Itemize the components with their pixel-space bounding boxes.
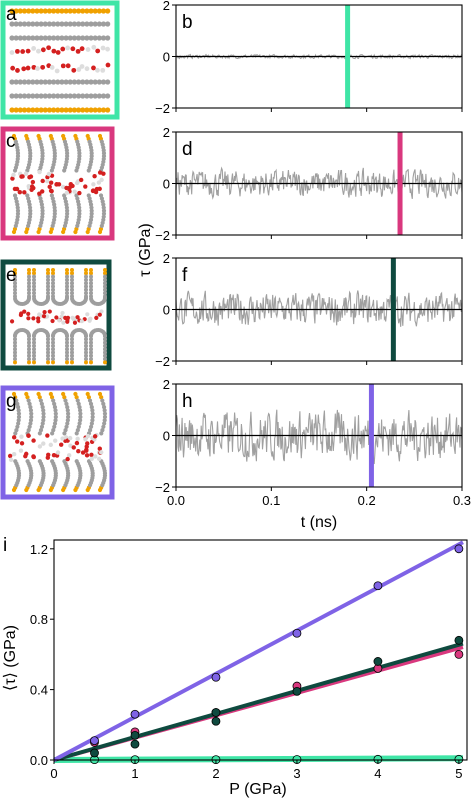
trace-panel-d: 2 0 −2 d xyxy=(155,125,463,243)
xtick-label-i: 1 xyxy=(131,766,138,781)
data-point xyxy=(130,730,140,740)
molecular-snapshot-layered xyxy=(9,8,111,113)
xtick-label-i: 3 xyxy=(293,766,300,781)
snapshot-panel-e: e xyxy=(0,259,112,371)
data-point xyxy=(90,736,99,746)
stress-trace-h xyxy=(175,409,463,465)
traces-ylabel: τ (GPa) xyxy=(137,223,154,276)
snapshot-panel-c: c xyxy=(0,126,115,241)
panel-letter-a: a xyxy=(6,4,17,25)
stress-trace-f xyxy=(175,290,463,327)
trace-panel-h: 2 0 −2 h xyxy=(155,377,463,495)
ytick-label-d: 0 xyxy=(163,177,170,192)
data-point xyxy=(130,739,140,749)
data-point xyxy=(292,686,302,696)
xtick-label-i: 5 xyxy=(455,766,462,781)
data-point xyxy=(130,709,140,719)
xtick-label-i: 2 xyxy=(212,766,219,781)
snapshot-panel-a: a xyxy=(0,0,120,120)
xtick-label: 0.1 xyxy=(262,493,280,508)
xtick-label-i: 4 xyxy=(374,766,381,781)
xtick-label-i: 0 xyxy=(50,766,57,781)
panel-letter-d: d xyxy=(182,139,193,160)
panel-letter-e: e xyxy=(6,265,17,286)
data-point xyxy=(454,635,464,645)
data-point xyxy=(454,650,464,659)
data-point xyxy=(90,748,99,758)
panel-letter-c: c xyxy=(6,131,16,152)
snapshot-panel-g: g xyxy=(0,385,115,500)
plot-i-xlabel: P (GPa) xyxy=(229,781,287,798)
ytick-label-i: 1.2 xyxy=(30,542,48,557)
molecular-snapshot-tilted-interdigitated xyxy=(7,391,108,493)
stress-trace-d xyxy=(175,166,463,200)
ytick-label-i: 0.0 xyxy=(30,753,48,768)
ytick-label-i: 0.8 xyxy=(30,612,48,627)
stress-vs-pressure-plot: 0.0 0.4 0.8 1.2 0 1 2 3 4 5 xyxy=(30,539,468,781)
trace-panel-b: 2 0 −2 b xyxy=(155,0,463,116)
xtick-label: 0.0 xyxy=(167,493,185,508)
panel-letter-i: i xyxy=(3,535,7,556)
molecular-snapshot-tilted xyxy=(10,133,107,235)
ytick-label-f: −2 xyxy=(155,354,170,369)
data-point xyxy=(373,657,383,666)
snapshot-frame-a xyxy=(0,0,120,120)
ytick-label-i: 0.4 xyxy=(30,683,48,698)
data-point xyxy=(211,672,221,682)
ytick-label-b: 2 xyxy=(163,0,170,13)
plot-i-ylabel: ⟨τ⟩ (GPa) xyxy=(2,625,19,691)
ytick-label-f: 0 xyxy=(163,303,170,318)
data-point xyxy=(373,581,383,591)
data-point xyxy=(454,544,464,554)
traces-xlabel: t (ns) xyxy=(301,514,337,531)
panel-letter-b: b xyxy=(182,12,193,33)
ytick-label-h: 0 xyxy=(163,429,170,444)
ytick-label-d: −2 xyxy=(155,228,170,243)
xtick-label: 0.2 xyxy=(358,493,376,508)
panel-letter-h: h xyxy=(182,391,193,412)
ytick-label-h: −2 xyxy=(155,480,170,495)
panel-letter-f: f xyxy=(182,265,188,286)
data-point xyxy=(292,628,302,638)
trace-panel-f: 2 0 −2 f xyxy=(155,251,463,369)
ytick-label-f: 2 xyxy=(163,251,170,266)
data-point xyxy=(211,716,221,726)
ytick-label-b: 0 xyxy=(163,50,170,65)
fit-line xyxy=(53,540,464,762)
panel-letter-g: g xyxy=(6,391,17,412)
molecular-snapshot-u-shaped xyxy=(9,268,107,365)
xtick-label: 0.3 xyxy=(453,493,471,508)
data-point xyxy=(211,708,221,717)
ytick-label-d: 2 xyxy=(163,125,170,140)
fit-line xyxy=(53,641,464,762)
ytick-label-h: 2 xyxy=(163,377,170,392)
axes-frame-i xyxy=(53,539,468,761)
ytick-label-b: −2 xyxy=(155,101,170,116)
